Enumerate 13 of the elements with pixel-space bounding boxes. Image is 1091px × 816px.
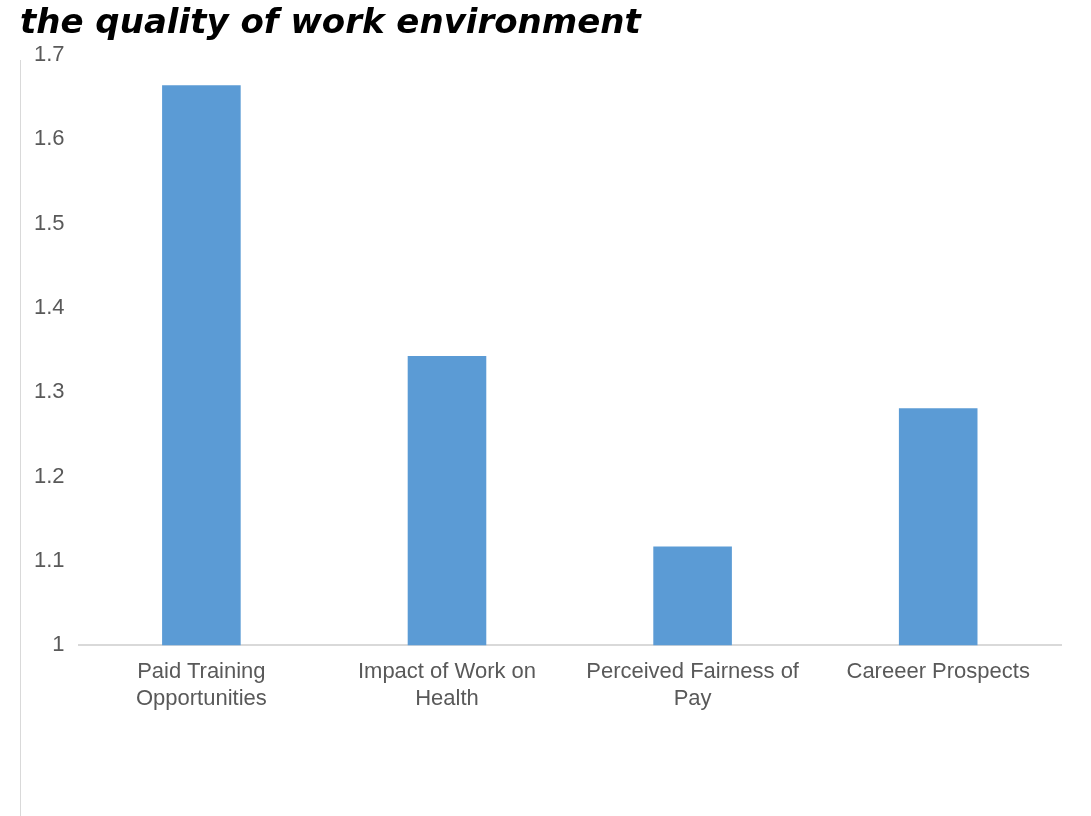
y-tick-label: 1.2 bbox=[33, 462, 65, 488]
y-tick-label: 1.3 bbox=[33, 378, 65, 404]
x-tick-label: Paid Training Opportunities bbox=[135, 658, 267, 710]
chart-title: the quality of work environment bbox=[20, 1, 643, 42]
x-tick-label: Impact of Work on Health bbox=[357, 658, 537, 710]
y-tick-label: 1.4 bbox=[33, 293, 65, 319]
y-tick-label: 1.6 bbox=[33, 125, 65, 151]
x-tick-label: Careeer Prospects bbox=[846, 658, 1030, 684]
y-tick-label: 1.1 bbox=[33, 546, 65, 572]
x-tick-label: Perceived Fairness of Pay bbox=[586, 658, 800, 710]
y-tick-label: 1.7 bbox=[33, 40, 65, 66]
y-tick-label: 1 bbox=[52, 631, 65, 657]
y-tick-label: 1.5 bbox=[33, 209, 65, 235]
